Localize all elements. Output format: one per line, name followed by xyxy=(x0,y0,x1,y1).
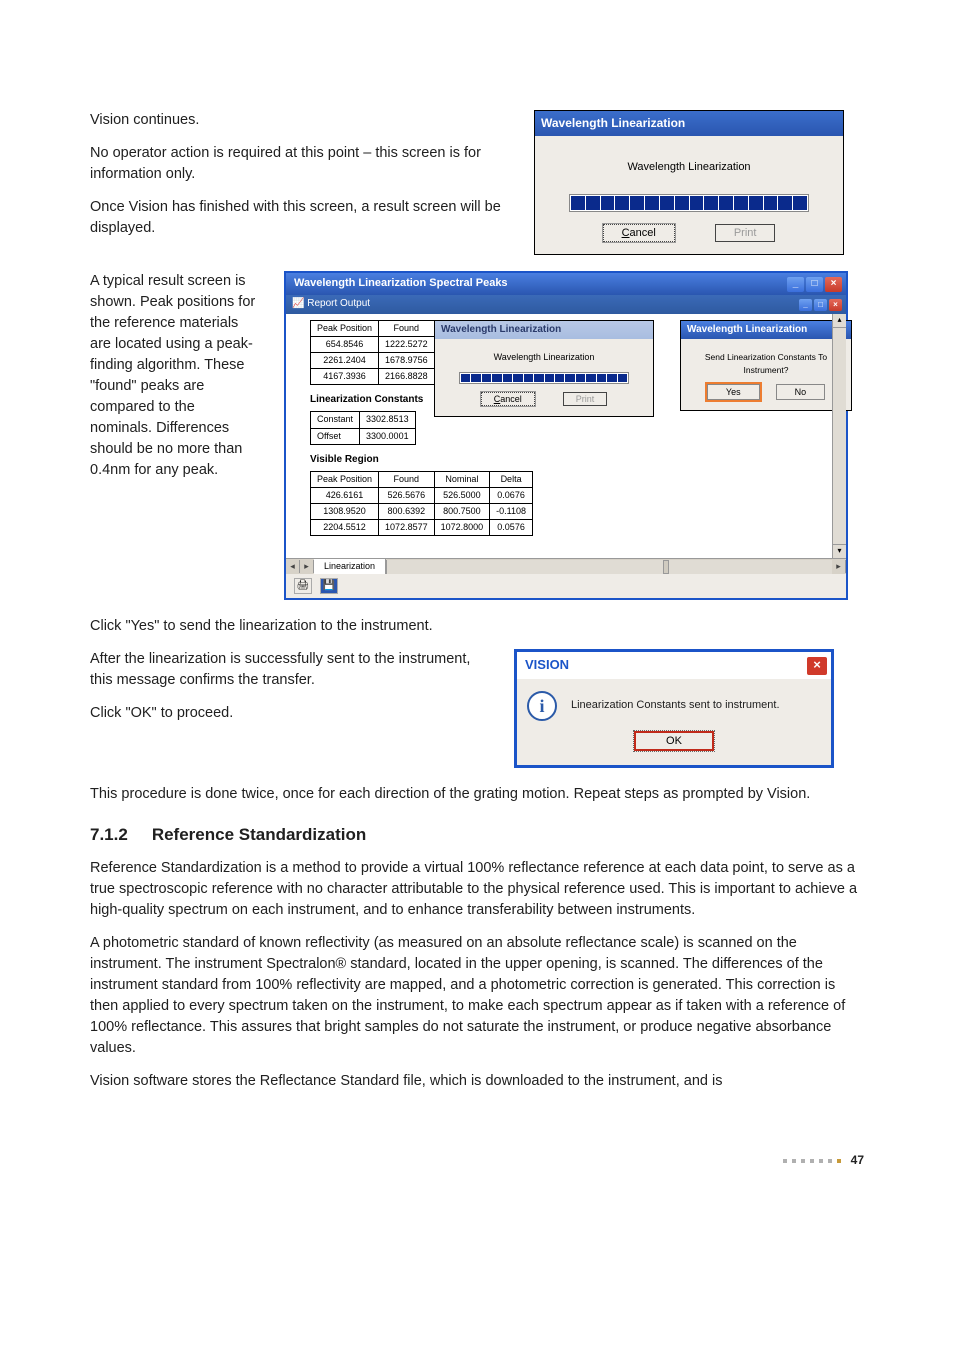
wavelength-linearization-dialog: Wavelength Linearization Wavelength Line… xyxy=(534,110,844,255)
vertical-scrollbar[interactable]: ▴ ▾ xyxy=(832,314,846,558)
sub-maximize-icon[interactable]: □ xyxy=(814,299,827,311)
inner-dialog-label: Wavelength Linearization xyxy=(445,351,643,364)
dialog-titlebar: Wavelength Linearization xyxy=(535,111,843,136)
report-output-titlebar: 📈 Report Output _ □ × xyxy=(286,295,846,314)
page-number: 47 xyxy=(851,1152,864,1169)
save-icon[interactable]: 💾 xyxy=(320,578,338,594)
footer-dots-icon xyxy=(783,1159,841,1163)
progress-bar xyxy=(569,194,809,212)
tab-scroll-left-icon[interactable]: ◂ xyxy=(286,560,300,573)
scroll-down-icon[interactable]: ▾ xyxy=(833,544,846,558)
para-repeat: This procedure is done twice, once for e… xyxy=(90,784,864,805)
print-button-disabled: Print xyxy=(715,224,776,242)
ref-para-3: Vision software stores the Reflectance S… xyxy=(90,1071,864,1092)
tab-linearization[interactable]: Linearization xyxy=(314,559,386,574)
window-titlebar: Wavelength Linearization Spectral Peaks … xyxy=(286,273,846,295)
ref-para-2: A photometric standard of known reflecti… xyxy=(90,933,864,1059)
window-title-text: Wavelength Linearization Spectral Peaks xyxy=(294,276,508,292)
col-found: Found xyxy=(379,320,435,336)
send-dialog-title: Wavelength Linearization xyxy=(681,321,851,340)
msgbox-titlebar: VISION × xyxy=(517,652,831,679)
report-output-title: Report Output xyxy=(307,298,370,309)
para-click-yes: Click "Yes" to send the linearization to… xyxy=(90,616,864,637)
section-number: 7.1.2 xyxy=(90,823,128,848)
msgbox-text: Linearization Constants sent to instrume… xyxy=(571,698,780,714)
section-heading: 7.1.2 Reference Standardization xyxy=(90,823,864,848)
para-result-screen: Once Vision has finished with this scree… xyxy=(90,197,510,239)
spectral-peaks-window: Wavelength Linearization Spectral Peaks … xyxy=(284,271,848,600)
inner-print-button: Print xyxy=(563,392,608,406)
linearization-constants-table: Constant 3302.8513 Offset 3300.0001 xyxy=(310,411,416,444)
statusbar: 🖨 💾 xyxy=(286,574,846,598)
para-no-action: No operator action is required at this p… xyxy=(90,143,510,185)
ref-para-1: Reference Standardization is a method to… xyxy=(90,858,864,921)
yes-button[interactable]: Yes xyxy=(707,384,760,400)
inner-cancel-button[interactable]: Cancel xyxy=(481,392,535,406)
msgbox-title-text: VISION xyxy=(525,656,569,675)
section-title: Reference Standardization xyxy=(152,823,366,848)
info-icon: i xyxy=(527,691,557,721)
para-vision-continues: Vision continues. xyxy=(90,110,510,131)
cancel-button[interactable]: Cancel xyxy=(603,224,675,242)
no-button[interactable]: No xyxy=(776,384,826,400)
tab-strip: ◂ ▸ Linearization ▸ xyxy=(286,558,846,574)
para-result-explanation: A typical result screen is shown. Peak p… xyxy=(90,271,260,481)
table-row: 2204.5512 1072.8577 1072.8000 0.0576 xyxy=(311,520,533,536)
inner-progress-bar xyxy=(459,372,629,384)
msgbox-close-icon[interactable]: × xyxy=(807,657,827,675)
ok-button[interactable]: OK xyxy=(634,731,714,751)
dialog-title-text: Wavelength Linearization xyxy=(541,115,685,132)
table-row: 426.6161 526.5676 526.5000 0.0676 xyxy=(311,488,533,504)
print-icon[interactable]: 🖨 xyxy=(294,578,312,594)
sub-minimize-icon[interactable]: _ xyxy=(799,299,812,311)
close-icon[interactable]: × xyxy=(825,277,842,292)
send-constants-dialog: Wavelength Linearization Send Linearizat… xyxy=(680,320,852,411)
table-row: Offset 3300.0001 xyxy=(311,428,416,444)
page-footer: 47 xyxy=(90,1152,864,1169)
send-dialog-question: Send Linearization Constants To Instrume… xyxy=(691,351,841,376)
col-peak-position: Peak Position xyxy=(311,320,379,336)
table-row: 1308.9520 800.6392 800.7500 -0.1108 xyxy=(311,504,533,520)
vision-message-box: VISION × i Linearization Constants sent … xyxy=(514,649,834,768)
scroll-up-icon[interactable]: ▴ xyxy=(833,314,846,328)
minimize-icon[interactable]: _ xyxy=(787,277,804,292)
hscroll-right-icon[interactable]: ▸ xyxy=(832,560,846,573)
maximize-icon[interactable]: □ xyxy=(806,277,823,292)
inner-linearization-dialog: Wavelength Linearization Wavelength Line… xyxy=(434,320,654,418)
sub-close-icon[interactable]: × xyxy=(829,299,842,311)
visible-region-label: Visible Region xyxy=(310,453,822,468)
table-row: Constant 3302.8513 xyxy=(311,412,416,428)
para-confirm-transfer: After the linearization is successfully … xyxy=(90,649,490,691)
inner-dialog-title: Wavelength Linearization xyxy=(435,321,653,340)
horizontal-scrollbar[interactable] xyxy=(386,560,832,574)
tab-scroll-right-icon[interactable]: ▸ xyxy=(300,560,314,573)
visible-region-table: Peak Position Found Nominal Delta 426.61… xyxy=(310,471,533,536)
chart-icon: 📈 xyxy=(292,298,304,309)
para-click-ok: Click "OK" to proceed. xyxy=(90,703,490,724)
dialog-label: Wavelength Linearization xyxy=(547,160,831,176)
